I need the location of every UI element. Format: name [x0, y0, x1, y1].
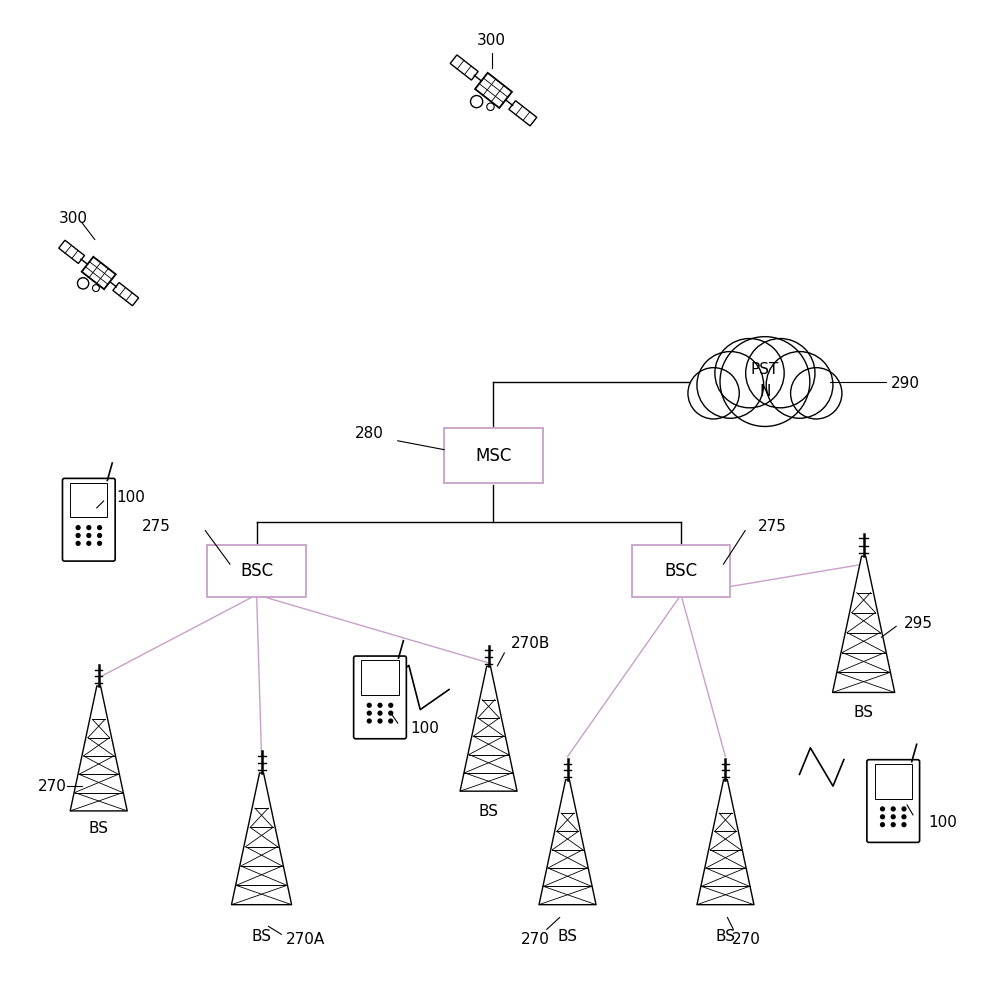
Polygon shape — [832, 556, 893, 692]
Text: BSC: BSC — [664, 562, 697, 580]
FancyBboxPatch shape — [62, 478, 115, 561]
Circle shape — [720, 337, 809, 426]
Polygon shape — [232, 773, 291, 905]
Bar — [361, 660, 398, 695]
Circle shape — [790, 368, 841, 419]
Text: 270: 270 — [521, 932, 549, 947]
Circle shape — [86, 533, 92, 538]
Circle shape — [687, 368, 739, 419]
Circle shape — [889, 814, 895, 819]
Circle shape — [889, 806, 895, 812]
Text: 280: 280 — [355, 426, 384, 441]
Circle shape — [879, 814, 884, 819]
Text: 300: 300 — [476, 33, 506, 48]
Circle shape — [879, 806, 884, 812]
FancyBboxPatch shape — [353, 656, 406, 739]
Circle shape — [377, 718, 383, 724]
Polygon shape — [450, 55, 477, 80]
Polygon shape — [112, 283, 138, 306]
Circle shape — [765, 352, 832, 418]
FancyBboxPatch shape — [444, 428, 542, 483]
Text: BS: BS — [715, 929, 735, 944]
Text: 100: 100 — [410, 721, 439, 736]
Circle shape — [75, 541, 81, 546]
Circle shape — [366, 718, 372, 724]
Text: BS: BS — [853, 705, 873, 720]
Circle shape — [900, 814, 906, 819]
FancyBboxPatch shape — [631, 545, 730, 597]
FancyBboxPatch shape — [866, 760, 919, 842]
Text: 300: 300 — [59, 211, 88, 226]
Circle shape — [86, 541, 92, 546]
Circle shape — [366, 703, 372, 708]
Circle shape — [377, 703, 383, 708]
Text: 275: 275 — [757, 519, 786, 534]
Circle shape — [377, 711, 383, 716]
Circle shape — [77, 278, 89, 289]
Circle shape — [470, 96, 482, 108]
Text: MSC: MSC — [475, 447, 511, 465]
Circle shape — [900, 806, 906, 812]
Text: BS: BS — [557, 929, 577, 944]
FancyBboxPatch shape — [207, 545, 306, 597]
Circle shape — [75, 525, 81, 530]
Text: 270B: 270B — [511, 636, 550, 651]
Text: 100: 100 — [928, 815, 956, 830]
Circle shape — [86, 525, 92, 530]
Polygon shape — [696, 780, 753, 905]
Text: N: N — [758, 384, 770, 399]
Polygon shape — [538, 780, 596, 905]
Text: 295: 295 — [903, 616, 932, 631]
Text: 270: 270 — [732, 932, 760, 947]
Text: PST: PST — [750, 362, 778, 377]
Circle shape — [387, 711, 393, 716]
Text: 290: 290 — [890, 376, 919, 391]
Circle shape — [97, 525, 103, 530]
Text: BS: BS — [478, 804, 498, 819]
Circle shape — [387, 703, 393, 708]
Circle shape — [889, 822, 895, 827]
Circle shape — [745, 339, 814, 408]
Text: 100: 100 — [116, 490, 145, 505]
Polygon shape — [70, 686, 127, 811]
Polygon shape — [459, 666, 517, 791]
Circle shape — [696, 352, 763, 418]
Circle shape — [93, 285, 100, 292]
Circle shape — [97, 533, 103, 538]
Polygon shape — [509, 101, 536, 126]
Bar — [70, 483, 107, 517]
Circle shape — [486, 103, 494, 110]
Text: 270A: 270A — [286, 932, 325, 947]
Polygon shape — [474, 73, 512, 108]
Text: 270: 270 — [37, 779, 66, 794]
Bar — [874, 764, 911, 799]
Polygon shape — [82, 257, 115, 289]
Text: BS: BS — [251, 929, 271, 944]
Circle shape — [75, 533, 81, 538]
Polygon shape — [59, 240, 85, 263]
Circle shape — [879, 822, 884, 827]
Circle shape — [714, 339, 783, 408]
Text: 275: 275 — [142, 519, 171, 534]
Circle shape — [387, 718, 393, 724]
Circle shape — [97, 541, 103, 546]
Text: BS: BS — [89, 821, 108, 836]
Circle shape — [900, 822, 906, 827]
Text: BSC: BSC — [240, 562, 273, 580]
Circle shape — [366, 711, 372, 716]
